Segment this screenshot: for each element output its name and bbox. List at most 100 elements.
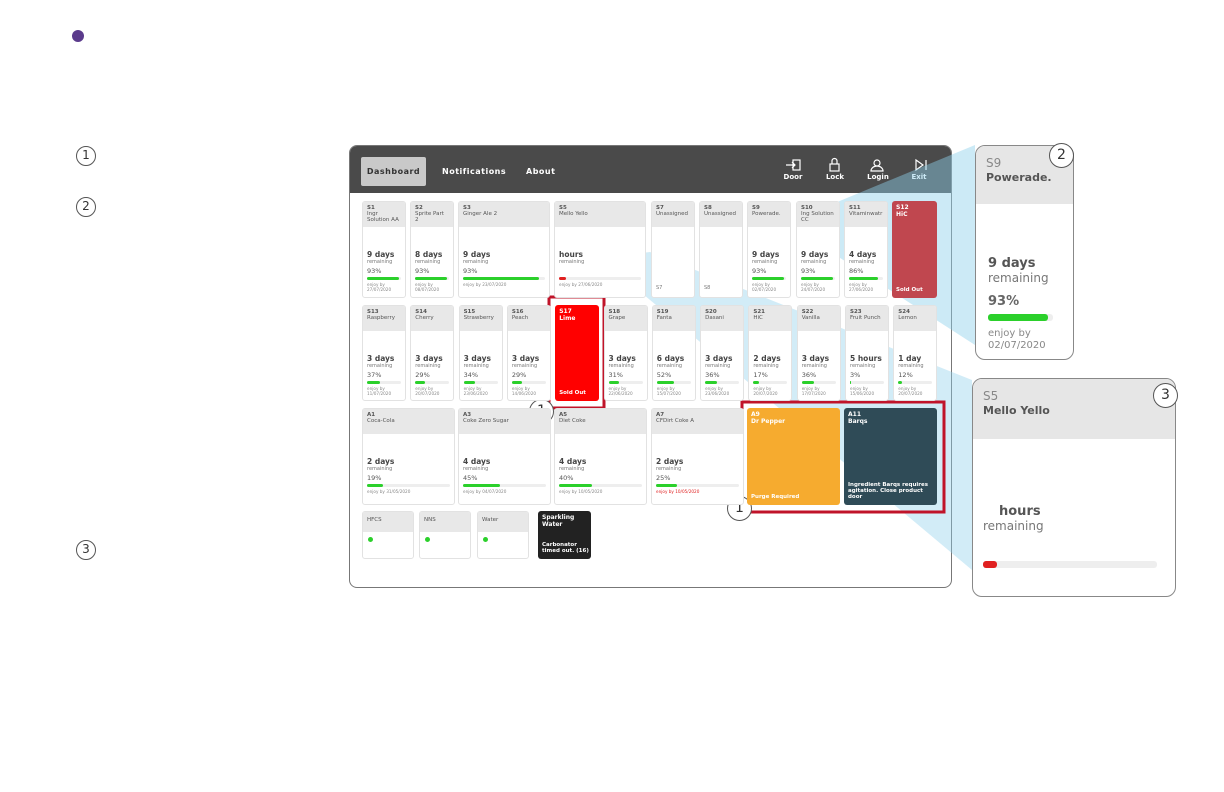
tile-id: S24 <box>898 309 910 315</box>
tile-header: A5 Diet Coke <box>555 409 646 434</box>
tile-id: S10 <box>801 205 813 211</box>
status-dot <box>483 537 488 542</box>
tab[interactable]: Notifications <box>442 167 507 176</box>
tile[interactable]: A3 Coke Zero Sugar 4 days remaining 45% enjoy… <box>458 408 551 505</box>
level-track <box>511 381 546 384</box>
percent: 17% <box>753 371 768 379</box>
enjoy-by: enjoy by 24/07/2020 <box>801 282 826 292</box>
tile-id: A1 <box>367 412 376 418</box>
action[interactable]: Exit <box>911 173 927 181</box>
percent: 36% <box>801 371 817 379</box>
remaining: remaining <box>511 363 538 369</box>
percent: 29% <box>415 371 430 379</box>
tab[interactable]: Dashboard <box>361 157 426 186</box>
tile-header: S20 Dasani <box>701 306 744 331</box>
tile[interactable]: A11 Barqs Ingredient Barqs requires agitat… <box>844 408 937 505</box>
tile[interactable]: S21 HiC 2 days remaining 17% enjoy by 20/07/2… <box>748 305 793 401</box>
percent: 29% <box>511 371 527 379</box>
percent: 31% <box>608 371 623 379</box>
tile[interactable]: S20 Dasani 3 days remaining 36% enjoy by 23/0… <box>700 305 745 401</box>
tile-header: A11 Barqs <box>848 411 935 425</box>
level-track <box>656 484 739 487</box>
tile-name: Coca-Cola <box>367 418 395 424</box>
tile[interactable]: S15 Strawberry 3 days remaining 34% enjoy by … <box>458 305 503 401</box>
level-track <box>367 484 450 487</box>
tile[interactable]: S24 Lemon 1 day remaining 12% enjoy by 20/07/… <box>893 305 938 401</box>
tile[interactable]: S17 Lime Sold Out <box>555 305 600 401</box>
tile[interactable]: S3 Ginger Ale 2 9 days remaining 93% enjoy by… <box>458 201 550 298</box>
percent: 52% <box>656 371 672 379</box>
tab[interactable]: About <box>526 167 556 176</box>
days: 2 days <box>656 457 684 466</box>
level-track <box>463 277 545 280</box>
tile[interactable]: S8 Unassigned S8 <box>699 201 743 298</box>
tile-header: S9 Powerade. <box>748 202 790 227</box>
tile[interactable]: S5 Mello Yello hours remaining enjoy by 27/0… <box>554 201 646 298</box>
enjoy-by: enjoy by 15/06/2020 <box>850 386 875 396</box>
tile-header: Sparkling Water <box>542 514 589 528</box>
tile[interactable]: S22 Vanilla 3 days remaining 36% enjoy by 17/… <box>796 305 841 401</box>
percent: 93% <box>988 294 1020 309</box>
level-bar <box>608 381 620 384</box>
tile[interactable]: S14 Cherry 3 days remaining 29% enjoy by 20/0… <box>410 305 455 401</box>
tile-header: S13 Raspberry <box>363 306 405 331</box>
days: 4 days <box>849 250 877 259</box>
badge: 2 <box>1049 143 1074 168</box>
enjoy-by: enjoy by 20/07/2020 <box>753 386 778 396</box>
tile-message: Carbonator timed out. (16) <box>542 541 589 554</box>
tile-footer: S7 <box>656 284 663 291</box>
tile-id: S12 <box>896 204 909 211</box>
percent: 93% <box>367 267 382 275</box>
enjoy-by: enjoy by 23/06/2020 <box>705 386 730 396</box>
top-bar: Dashboard Notifications About Door Lock … <box>350 146 951 193</box>
level-bar <box>988 314 1049 321</box>
tile[interactable]: NNS <box>419 511 471 559</box>
tile[interactable]: S11 Vitaminwatr 4 days remaining 86% enjoy by… <box>844 201 888 298</box>
tile-name: Sparkling Water <box>542 514 575 528</box>
enjoy-by: enjoy by 20/07/2020 <box>898 386 923 396</box>
level-track <box>463 381 498 384</box>
level-bar <box>511 381 522 384</box>
tile[interactable]: A5 Diet Coke 4 days remaining 40% enjoy by 10… <box>554 408 647 505</box>
tile[interactable]: S9 Powerade. 9 days remaining 93% enjoy by 02… <box>747 201 791 298</box>
enjoy-by: enjoy by 22/06/2020 <box>608 386 633 396</box>
tile-name: Ing Solution CC <box>801 211 834 223</box>
level-bar <box>898 381 903 384</box>
tile[interactable]: A9 Dr Pepper Purge Required <box>747 408 840 505</box>
tile[interactable]: HFCS <box>362 511 414 559</box>
action[interactable]: Login <box>867 173 889 181</box>
tile[interactable]: A1 Coca-Cola 2 days remaining 19% enjoy by 31… <box>362 408 455 505</box>
days: hours <box>999 504 1041 519</box>
level-bar <box>801 277 833 280</box>
tile-name: Strawberry <box>463 315 494 321</box>
tile[interactable]: A7 CFDirt Coke A 2 days remaining 25% enjoy b… <box>651 408 744 505</box>
tile[interactable]: S16 Peach 3 days remaining 29% enjoy by 14/06… <box>506 305 551 401</box>
level-track <box>415 381 450 384</box>
tile-name: Ginger Ale 2 <box>463 211 498 217</box>
tile[interactable]: S23 Fruit Punch 5 hours remaining 3% enjoy by… <box>845 305 889 401</box>
tile[interactable]: S12 HiC Sold Out <box>892 201 937 298</box>
remaining: remaining <box>656 363 683 369</box>
tile-header: S16 Peach <box>507 306 550 331</box>
tile[interactable]: S13 Raspberry 3 days remaining 37% enjoy by 1… <box>362 305 406 401</box>
level-track <box>367 277 401 280</box>
tile-name: Vitaminwatr <box>849 211 883 217</box>
card-id: S5 <box>983 389 999 403</box>
enjoy-by: enjoy by 02/07/2020 <box>752 282 777 292</box>
remaining: remaining <box>608 363 634 369</box>
tile-header: S8 Unassigned <box>700 202 742 227</box>
action[interactable]: Lock <box>825 173 845 181</box>
tile[interactable]: Sparkling Water Carbonator timed out. (16… <box>538 511 591 559</box>
tile-name: Dasani <box>705 315 724 321</box>
remaining: remaining <box>415 363 441 369</box>
tile[interactable]: S2 Sprite Part 2 8 days remaining 93% enjoy b… <box>410 201 454 298</box>
tile-header: NNS <box>420 512 470 532</box>
tile[interactable]: S1 Ingr Solution AA 9 days remaining 93% enjo… <box>362 201 406 298</box>
tile[interactable]: S18 Grape 3 days remaining 31% enjoy by 22/06… <box>603 305 648 401</box>
action[interactable]: Door <box>783 173 803 181</box>
tile[interactable]: S19 Fanta 6 days remaining 52% enjoy by 15/07… <box>651 305 696 401</box>
tile[interactable]: Water <box>477 511 529 559</box>
tile[interactable]: S10 Ing Solution CC 9 days remaining 93% enjo… <box>796 201 840 298</box>
percent: 12% <box>898 371 913 379</box>
tile[interactable]: S7 Unassigned S7 <box>651 201 695 298</box>
